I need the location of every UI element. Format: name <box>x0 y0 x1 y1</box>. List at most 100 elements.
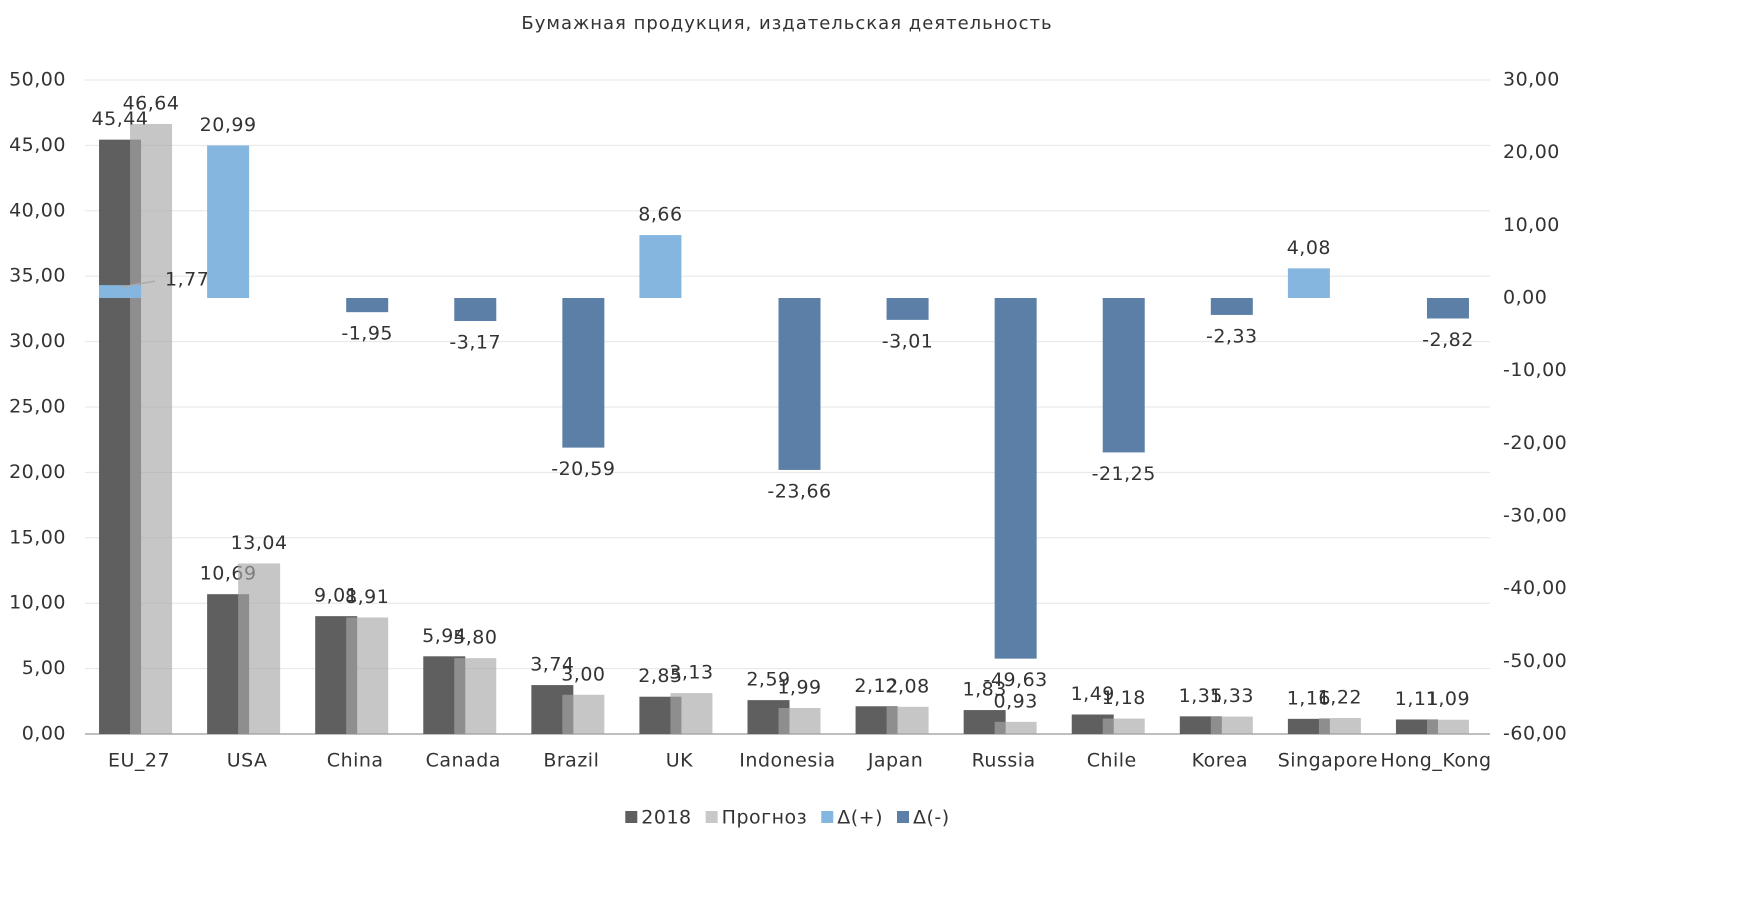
data-label: 1,99 <box>777 676 821 698</box>
legend-label: 2018 <box>641 807 691 829</box>
data-label: -1,95 <box>341 323 393 345</box>
bar <box>238 563 281 734</box>
data-label: 1,83 <box>962 679 1006 701</box>
data-label: -20,59 <box>551 458 615 480</box>
y-tick-label: 50,00 <box>9 69 66 91</box>
data-label: 1,16 <box>1287 687 1331 709</box>
y2-tick-label: 0,00 <box>1503 287 1547 309</box>
y-tick-label: 20,00 <box>9 461 66 483</box>
data-label: 4,08 <box>1287 237 1331 259</box>
bar <box>994 298 1037 659</box>
x-tick-label: USA <box>227 750 268 772</box>
y2-tick-label: -20,00 <box>1503 432 1567 454</box>
legend-swatch <box>821 811 834 823</box>
bar <box>1426 719 1469 734</box>
y-tick-label: 45,00 <box>9 134 66 156</box>
bar <box>99 285 142 298</box>
x-tick-label: Japan <box>867 750 924 772</box>
bar <box>562 298 605 448</box>
y2-tick-label: -60,00 <box>1503 723 1567 745</box>
data-label: 1,22 <box>1318 687 1362 709</box>
x-tick-label: UK <box>666 750 693 772</box>
x-tick-label: EU_27 <box>108 750 170 772</box>
bar <box>1102 718 1145 734</box>
x-tick-label: China <box>327 750 384 772</box>
data-label: 9,01 <box>314 585 358 607</box>
data-label: -3,17 <box>449 332 501 354</box>
bar <box>778 707 821 734</box>
data-label: 2,85 <box>638 665 682 687</box>
y-tick-label: 35,00 <box>9 265 66 287</box>
y2-tick-label: -10,00 <box>1503 359 1567 381</box>
y-tick-label: 40,00 <box>9 199 66 221</box>
data-label: 1,35 <box>1179 685 1223 707</box>
data-label: 5,80 <box>453 627 497 649</box>
data-label: 2,12 <box>854 675 898 697</box>
bar <box>207 145 250 298</box>
legend-label: Δ(+) <box>837 807 883 829</box>
x-tick-label: Canada <box>426 750 501 772</box>
y-tick-label: 25,00 <box>9 396 66 418</box>
data-label: 3,00 <box>561 663 605 685</box>
bar <box>454 658 497 734</box>
x-tick-label: Russia <box>972 750 1036 772</box>
y-tick-label: 15,00 <box>9 526 66 548</box>
legend-swatch <box>897 811 910 823</box>
x-tick-label: Brazil <box>543 750 599 772</box>
bar <box>130 123 173 735</box>
data-label: 1,49 <box>1071 683 1115 705</box>
bar <box>1210 716 1253 734</box>
data-label: 5,94 <box>422 625 466 647</box>
y2-tick-label: -40,00 <box>1503 577 1567 599</box>
data-label: -49,63 <box>984 669 1048 691</box>
data-label: -23,66 <box>767 480 831 502</box>
x-tick-label: Chile <box>1087 750 1137 772</box>
y2-tick-label: -50,00 <box>1503 650 1567 672</box>
data-label: 1,09 <box>1426 688 1470 710</box>
legend-label: Δ(-) <box>913 807 950 829</box>
leader-line <box>120 280 156 288</box>
data-label: 0,93 <box>993 690 1037 712</box>
bar <box>562 694 605 734</box>
y2-tick-label: 10,00 <box>1503 214 1560 236</box>
y-tick-label: 10,00 <box>9 592 66 614</box>
bar <box>994 721 1037 734</box>
legend-swatch <box>625 811 638 823</box>
y2-tick-label: -30,00 <box>1503 505 1567 527</box>
data-label: 8,91 <box>345 586 389 608</box>
bar <box>346 298 389 313</box>
x-tick-label: Korea <box>1192 750 1248 772</box>
y2-tick-label: 20,00 <box>1503 141 1560 163</box>
data-label: 3,13 <box>669 662 713 684</box>
data-label: 13,04 <box>231 532 288 554</box>
data-label: -21,25 <box>1092 463 1156 485</box>
x-tick-label: Indonesia <box>739 750 835 772</box>
x-tick-label: Singapore <box>1278 750 1378 772</box>
bar <box>346 617 389 734</box>
data-label: -2,82 <box>1422 329 1474 351</box>
bar <box>886 706 929 734</box>
data-label: 8,66 <box>638 204 682 226</box>
bar <box>1210 298 1253 315</box>
y-tick-label: 30,00 <box>9 330 66 352</box>
data-label: 1,33 <box>1210 685 1254 707</box>
bar <box>454 298 497 322</box>
legend-label: Прогноз <box>722 807 808 829</box>
data-label: 46,64 <box>123 92 180 114</box>
data-label: 2,08 <box>885 675 929 697</box>
y-tick-label: 0,00 <box>22 723 66 745</box>
data-label: -3,01 <box>882 330 934 352</box>
chart-title: Бумажная продукция, издательская деятель… <box>521 13 1052 34</box>
x-tick-label: Hong_Kong <box>1380 750 1491 772</box>
y-tick-label: 5,00 <box>22 657 66 679</box>
bar <box>670 693 713 734</box>
bar <box>1426 298 1469 319</box>
bar <box>639 235 682 298</box>
bar <box>886 298 929 320</box>
data-label: 1,77 <box>165 269 209 291</box>
data-label: 3,74 <box>530 654 574 676</box>
data-label: -2,33 <box>1206 325 1258 347</box>
data-label: 2,59 <box>746 669 790 691</box>
bar <box>1287 268 1330 298</box>
